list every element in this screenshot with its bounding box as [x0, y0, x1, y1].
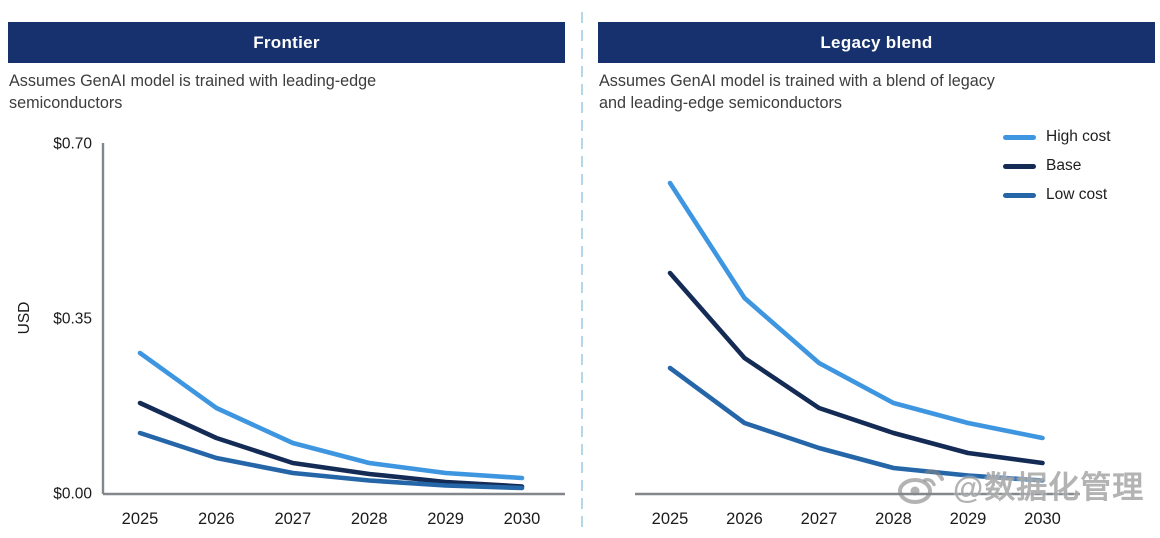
legend-row: High cost [1003, 126, 1111, 148]
legacy-blend-subtitle-line2: and leading-edge semiconductors [599, 93, 842, 112]
x-tick-label: 2028 [351, 510, 388, 528]
base-line [667, 270, 1045, 466]
x-tick-label: 2025 [652, 510, 689, 528]
legacy-blend-header-bar: Legacy blend [598, 22, 1155, 63]
legend-label-low-cost: Low cost [1046, 186, 1108, 203]
x-tick-label: 2026 [198, 510, 235, 528]
base-line [137, 400, 525, 489]
low-cost-line [137, 430, 525, 491]
frontier-subtitle-line1: Assumes GenAI model is trained with lead… [9, 72, 377, 90]
high-cost-line [137, 350, 525, 481]
legend-swatch-base [1003, 163, 1036, 169]
x-tick-label: 2027 [274, 510, 311, 528]
frontier-subtitle: Assumes GenAI model is trained with lead… [9, 71, 376, 114]
x-tick-label: 2030 [504, 510, 541, 528]
legend-label-high-cost: High cost [1046, 128, 1111, 145]
x-tick-label: 2030 [1024, 510, 1061, 528]
legacy-blend-chart: 2025 2026 2027 2028 2029 2030 [635, 180, 1080, 528]
y-tick-label: $0.00 [53, 486, 92, 503]
legend-row: Base [1003, 155, 1111, 177]
frontier-panel: Frontier Assumes GenAI model is trained … [8, 0, 565, 538]
frontier-subtitle-line2: semiconductors [9, 93, 123, 112]
y-tick-label: $0.35 [53, 311, 92, 328]
x-tick-label: 2026 [726, 510, 763, 528]
legend-row: Low cost [1003, 184, 1111, 206]
legend-label-base: Base [1046, 157, 1082, 174]
panel-divider [581, 12, 583, 532]
frontier-chart: $0.00 $0.35 $0.70 USD 2025 2026 2027 2028 2029 20… [16, 136, 565, 528]
legend-swatch-low-cost [1003, 192, 1036, 198]
legacy-blend-panel: Legacy blend Assumes GenAI model is trai… [598, 0, 1157, 538]
x-tick-label: 2029 [950, 510, 987, 528]
low-cost-line [667, 365, 1045, 483]
x-tick-label: 2027 [801, 510, 838, 528]
frontier-header-bar: Frontier [8, 22, 565, 63]
x-tick-label: 2025 [122, 510, 159, 528]
y-tick-label: $0.70 [53, 136, 92, 153]
legacy-blend-subtitle-line1: Assumes GenAI model is trained with a bl… [599, 72, 995, 90]
x-tick-label: 2029 [427, 510, 464, 528]
legacy-blend-subtitle: Assumes GenAI model is trained with a bl… [599, 71, 995, 114]
y-axis-title: USD [16, 302, 33, 335]
frontier-title: Frontier [253, 32, 320, 52]
high-cost-line [667, 180, 1045, 441]
legacy-blend-title: Legacy blend [820, 32, 933, 52]
chart-legend: High cost Base Low cost [1003, 126, 1111, 206]
legend-swatch-high-cost [1003, 134, 1036, 140]
x-tick-label: 2028 [875, 510, 912, 528]
